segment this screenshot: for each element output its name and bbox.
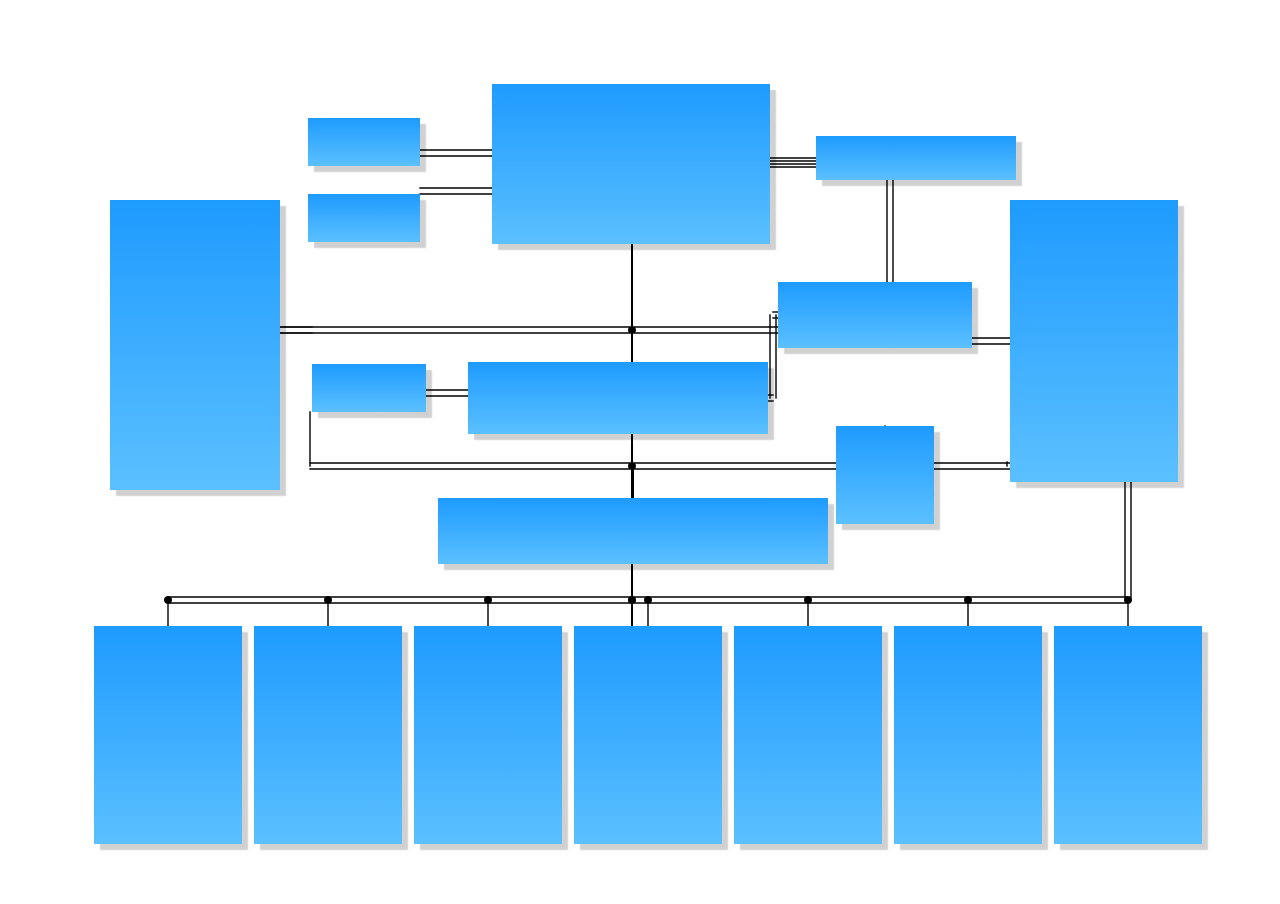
node-leaf-3 xyxy=(414,626,562,844)
node-leaf-5 xyxy=(734,626,882,844)
node-face xyxy=(414,626,562,844)
node-mid-right-small xyxy=(778,282,972,348)
node-face xyxy=(734,626,882,844)
node-leaf-4 xyxy=(574,626,722,844)
node-face xyxy=(1010,200,1178,482)
node-face xyxy=(778,282,972,348)
org-chart xyxy=(0,0,1280,904)
node-face xyxy=(894,626,1042,844)
node-top-left-1 xyxy=(308,118,420,166)
node-right-tall xyxy=(1010,200,1178,482)
node-top-main xyxy=(492,84,770,244)
node-mid-center xyxy=(468,362,768,434)
node-leaf-6 xyxy=(894,626,1042,844)
node-face xyxy=(836,426,934,524)
node-face xyxy=(94,626,242,844)
node-face xyxy=(492,84,770,244)
node-face xyxy=(308,194,420,242)
node-face xyxy=(468,362,768,434)
node-face xyxy=(574,626,722,844)
node-face xyxy=(438,498,828,564)
node-leaf-1 xyxy=(94,626,242,844)
node-bar-wide xyxy=(438,498,828,564)
node-top-right-1 xyxy=(816,136,1016,180)
node-leaf-7 xyxy=(1054,626,1202,844)
node-face xyxy=(308,118,420,166)
node-face xyxy=(312,364,426,412)
node-face xyxy=(110,200,280,490)
node-face xyxy=(1054,626,1202,844)
node-face xyxy=(816,136,1016,180)
node-left-tall xyxy=(110,200,280,490)
node-face xyxy=(254,626,402,844)
node-mid-left-small xyxy=(312,364,426,412)
node-square-right xyxy=(836,426,934,524)
node-top-left-2 xyxy=(308,194,420,242)
node-leaf-2 xyxy=(254,626,402,844)
